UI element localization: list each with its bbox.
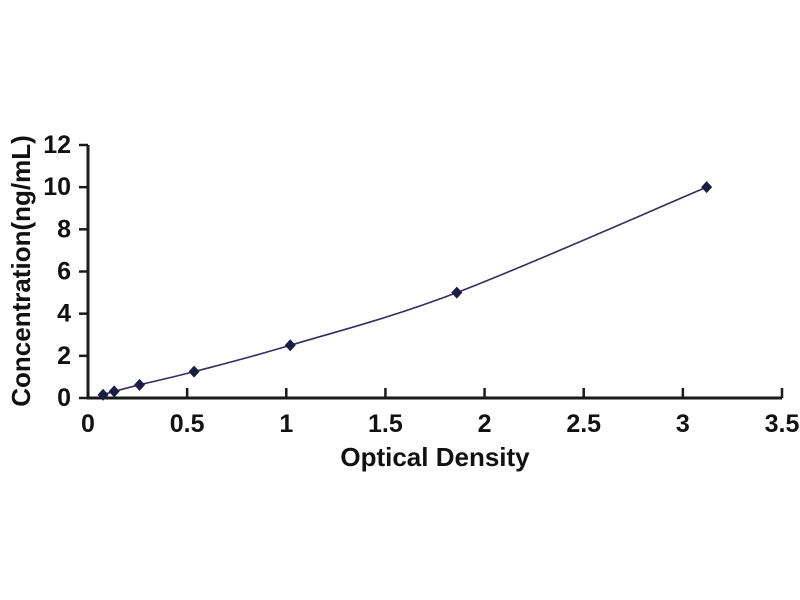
data-point-marker	[108, 385, 120, 398]
y-axis-title: Concentration(ng/mL)	[6, 135, 36, 407]
x-tick-label: 0	[81, 410, 95, 438]
y-tick-label: 2	[57, 342, 71, 370]
y-tick-label: 6	[57, 258, 71, 286]
y-tick-label: 10	[43, 173, 71, 201]
x-tick-label: 2	[478, 410, 492, 438]
data-point-marker	[284, 339, 296, 352]
x-tick-label: 3.5	[765, 410, 800, 438]
y-tick-label: 8	[57, 215, 71, 243]
y-tick-label: 4	[57, 300, 71, 328]
data-point-marker	[188, 365, 200, 378]
x-tick-label: 2.5	[566, 410, 601, 438]
series-layer	[97, 181, 713, 401]
x-tick-label: 1	[279, 410, 293, 438]
x-tick-label: 3	[676, 410, 690, 438]
data-point-marker	[97, 388, 109, 401]
x-axis-title: Optical Density	[340, 442, 530, 472]
x-tick-label: 1.5	[368, 410, 403, 438]
data-point-marker	[451, 286, 463, 299]
data-point-marker	[134, 378, 146, 391]
axes-layer: 0 0.5 1 1.5 2 2.5 3 3.5 0 2 4 6 8 10 12	[43, 131, 799, 438]
series-line	[102, 186, 707, 396]
y-tick-label: 0	[57, 384, 71, 412]
y-tick-label: 12	[43, 131, 71, 159]
x-tick-label: 0.5	[170, 410, 205, 438]
data-point-marker	[701, 181, 713, 194]
